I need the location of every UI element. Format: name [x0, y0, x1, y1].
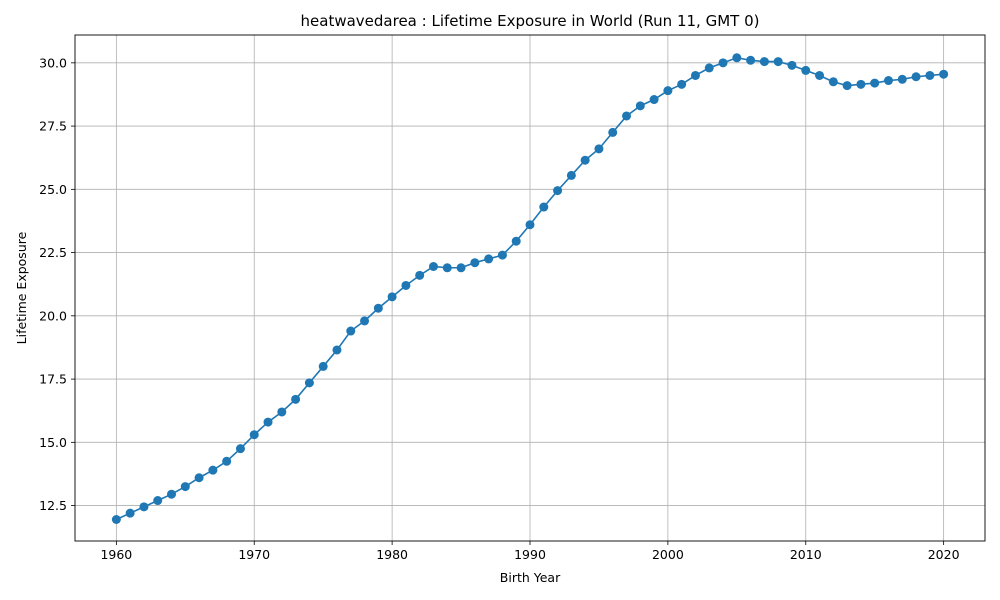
data-point [484, 254, 494, 264]
data-point [828, 77, 838, 87]
data-point [346, 326, 356, 336]
data-point [401, 280, 411, 290]
data-point [773, 57, 783, 67]
grid-lines [75, 35, 985, 541]
data-point [456, 263, 466, 273]
data-point [442, 263, 452, 273]
data-point [883, 76, 893, 86]
data-point [815, 70, 825, 80]
data-point [222, 456, 232, 466]
data-point [277, 407, 287, 417]
data-point [746, 55, 756, 65]
data-point [428, 261, 438, 271]
data-point [925, 70, 935, 80]
y-axis-ticks: 12.5 15.0 17.5 20.0 22.5 25.0 27.5 30.0 [39, 55, 75, 513]
data-point [373, 303, 383, 313]
chart-title: heatwavedarea : Lifetime Exposure in Wor… [301, 12, 760, 30]
data-point [263, 417, 273, 427]
data-point [787, 60, 797, 70]
data-point [801, 65, 811, 75]
data-point [856, 79, 866, 89]
data-point [511, 236, 521, 246]
data-point [649, 95, 659, 105]
data-point [180, 482, 190, 492]
data-point [635, 101, 645, 111]
data-point [897, 74, 907, 84]
data-point [208, 465, 218, 475]
x-tick-label: 2000 [652, 547, 684, 562]
data-point [759, 57, 769, 67]
x-tick-label: 2010 [790, 547, 822, 562]
y-axis-label: Lifetime Exposure [14, 231, 29, 344]
data-point [870, 78, 880, 88]
data-point [249, 430, 259, 440]
y-tick-label: 30.0 [39, 55, 67, 70]
data-point [732, 53, 742, 63]
x-tick-label: 1980 [376, 547, 408, 562]
data-point [525, 220, 535, 230]
data-point [663, 86, 673, 96]
y-tick-label: 25.0 [39, 182, 67, 197]
data-point [153, 496, 163, 506]
data-point [194, 473, 204, 483]
x-tick-label: 1990 [514, 547, 546, 562]
data-point [111, 514, 121, 524]
data-point [125, 508, 135, 518]
data-point [580, 155, 590, 165]
data-point [167, 489, 177, 499]
y-tick-label: 15.0 [39, 435, 67, 450]
data-point [360, 316, 370, 326]
data-point [566, 170, 576, 180]
y-tick-label: 12.5 [39, 498, 67, 513]
data-point [139, 502, 149, 512]
y-tick-label: 17.5 [39, 372, 67, 387]
data-point [539, 202, 549, 212]
x-axis-ticks: 1960 1970 1980 1990 2000 2010 2020 [100, 541, 960, 562]
data-point [415, 270, 425, 280]
data-point [608, 127, 618, 137]
data-point [318, 361, 328, 371]
x-axis-label: Birth Year [500, 570, 561, 585]
data-point [594, 144, 604, 154]
data-point [690, 70, 700, 80]
y-tick-label: 27.5 [39, 119, 67, 134]
data-point [470, 258, 480, 268]
data-point [332, 345, 342, 355]
x-tick-label: 1960 [100, 547, 132, 562]
y-tick-label: 22.5 [39, 245, 67, 260]
plot-frame [74, 34, 986, 542]
data-point [911, 72, 921, 82]
data-point [235, 444, 245, 454]
data-point [304, 378, 314, 388]
data-point [677, 79, 687, 89]
data-point [939, 69, 949, 79]
x-tick-label: 2020 [928, 547, 960, 562]
data-point [497, 250, 507, 260]
data-point [718, 58, 728, 68]
data-point [291, 394, 301, 404]
data-point [387, 292, 397, 302]
x-tick-label: 1970 [238, 547, 270, 562]
data-point [622, 111, 632, 121]
data-point [704, 63, 714, 73]
y-tick-label: 20.0 [39, 308, 67, 323]
data-point [553, 186, 563, 196]
data-point [842, 81, 852, 91]
series-layer [111, 53, 949, 524]
